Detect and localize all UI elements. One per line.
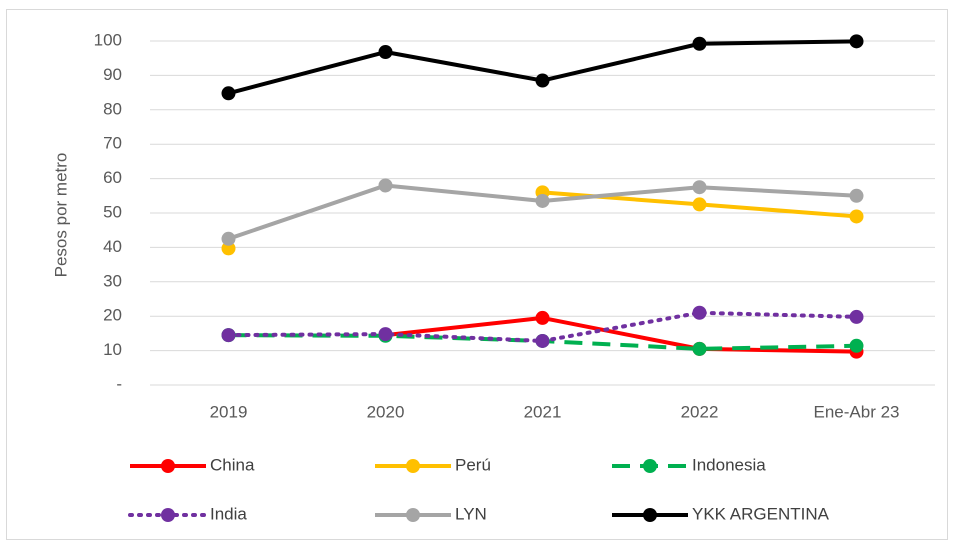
data-point	[378, 327, 393, 342]
data-point	[849, 338, 864, 353]
series-line	[385, 315, 857, 354]
y-axis-label: Pesos por metro	[51, 153, 70, 278]
data-point	[378, 45, 393, 60]
legend-label: YKK ARGENTINA	[692, 504, 830, 523]
x-tick-label: 2021	[524, 402, 562, 421]
legend-marker	[643, 508, 657, 522]
data-point	[692, 197, 707, 212]
y-tick-label: 20	[103, 306, 122, 325]
data-point	[378, 178, 393, 193]
legend-marker	[161, 459, 175, 473]
x-tick-label: Ene-Abr 23	[814, 402, 900, 421]
data-point	[535, 193, 550, 208]
y-tick-label: 50	[103, 202, 122, 221]
legend-marker	[406, 508, 420, 522]
data-point	[221, 328, 236, 343]
data-point	[221, 86, 236, 101]
y-tick-label: 40	[103, 237, 122, 256]
data-point	[692, 305, 707, 320]
legend-marker	[161, 508, 175, 522]
data-point	[535, 73, 550, 88]
legend-label: India	[210, 504, 247, 523]
data-point	[849, 34, 864, 49]
data-point	[221, 241, 236, 256]
chart-frame	[6, 9, 948, 540]
data-point	[221, 231, 236, 246]
data-point	[692, 180, 707, 195]
legend-label: Perú	[455, 455, 491, 474]
data-point	[849, 309, 864, 324]
y-tick-label: 100	[94, 30, 122, 49]
legend: China Perú Indonesia India LYN YKK ARGENTINA	[128, 455, 830, 523]
data-point	[692, 341, 707, 356]
data-point	[849, 209, 864, 224]
legend-marker	[643, 459, 657, 473]
data-point	[535, 310, 550, 325]
x-tick-label: 2019	[210, 402, 248, 421]
data-point	[849, 188, 864, 203]
y-tick-label: 80	[103, 99, 122, 118]
y-tick-label: 60	[103, 168, 122, 187]
y-tick-label: 90	[103, 65, 122, 84]
data-point	[535, 333, 550, 348]
y-tick-label: 70	[103, 134, 122, 153]
y-tick-label: 10	[103, 340, 122, 359]
y-tick-label: 30	[103, 271, 122, 290]
y-tick-label: -	[116, 374, 122, 393]
legend-marker	[406, 459, 420, 473]
legend-label: Indonesia	[692, 455, 766, 474]
data-point	[692, 36, 707, 51]
legend-label: China	[210, 455, 255, 474]
x-tick-label: 2020	[367, 402, 405, 421]
legend-label: LYN	[455, 504, 487, 523]
x-tick-label: 2022	[681, 402, 719, 421]
